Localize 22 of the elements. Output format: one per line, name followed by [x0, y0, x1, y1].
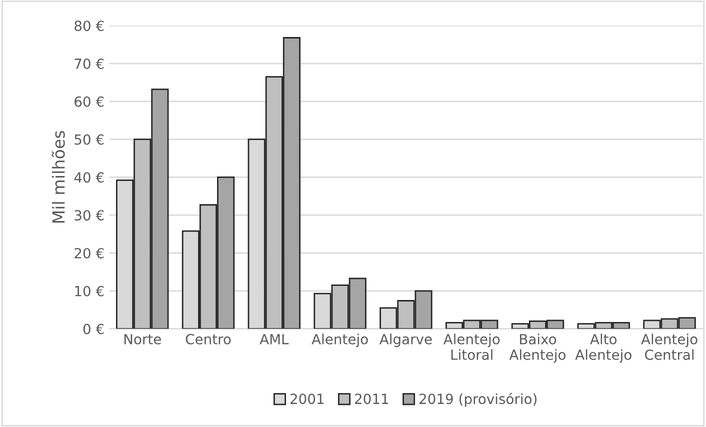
y-tick-label: 30 €: [74, 210, 104, 221]
legend-label: 2019 (provisório): [420, 392, 536, 407]
x-tick-label: AML: [260, 334, 289, 344]
y-tick-label: 70 €: [74, 58, 104, 69]
y-tick-label: 40 €: [74, 172, 104, 183]
legend-label: 2001: [290, 394, 324, 404]
x-tick-label: Norte: [124, 334, 161, 344]
x-tick-label: Baixo Alentejo: [509, 334, 566, 363]
x-tick-label: Alentejo Litoral: [443, 334, 500, 360]
x-tick-label: Alentejo Central: [641, 334, 698, 360]
y-tick-label: 10 €: [75, 286, 104, 296]
y-tick-label: 0 €: [83, 324, 104, 334]
x-tick-label: Algarve: [379, 334, 432, 348]
x-tick-label: Centro: [186, 334, 231, 344]
y-tick-label: 60 €: [74, 96, 104, 107]
y-tick-label: 80 €: [74, 20, 104, 32]
x-tick-label: Alentejo: [312, 334, 368, 348]
y-axis-title: Mil milhões: [52, 130, 65, 223]
y-tick-label: 50 €: [74, 134, 104, 145]
legend-label: 2011: [355, 394, 388, 404]
x-tick-label: Alto Alentejo: [575, 334, 632, 363]
y-tick-label: 20 €: [74, 248, 104, 258]
